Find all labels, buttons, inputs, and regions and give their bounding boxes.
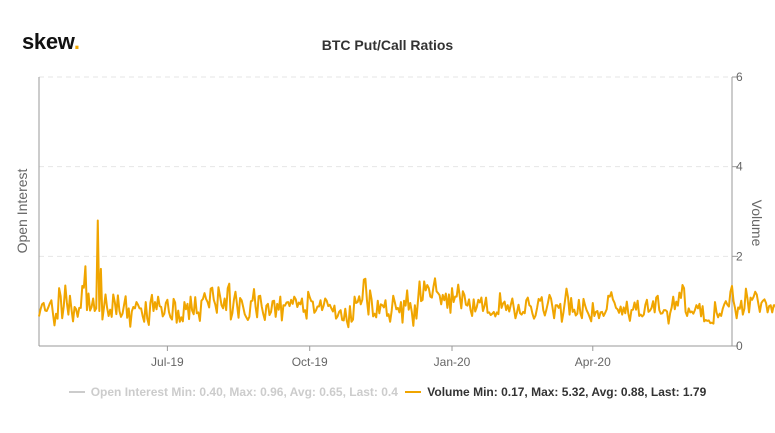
- x-tick-label: Oct-19: [292, 355, 328, 369]
- skew-logo[interactable]: skew.: [22, 29, 80, 55]
- y-tick-label: 4: [736, 160, 743, 174]
- legend-item-open-interest[interactable]: Open Interest Min: 0.40, Max: 0.96, Avg:…: [68, 385, 398, 399]
- series-layer: [38, 219, 775, 329]
- y-axis-left-title: Open Interest: [14, 168, 30, 253]
- legend-stats-open-interest: Min: 0.40, Max: 0.96, Avg: 0.65, Last: 0…: [171, 385, 398, 399]
- y-tick-label: 6: [736, 70, 743, 84]
- legend-label-volume: Volume: [427, 385, 470, 399]
- legend: Open Interest Min: 0.40, Max: 0.96, Avg:…: [0, 382, 775, 399]
- logo-dot: .: [73, 29, 80, 54]
- series-line-volume: [38, 219, 775, 329]
- x-tick-label: Jul-19: [151, 355, 184, 369]
- y-axis-right-title: Volume: [749, 200, 765, 247]
- x-tick-label: Apr-20: [575, 355, 611, 369]
- y-tick-label: 2: [736, 249, 743, 263]
- legend-swatch-volume: [405, 391, 422, 393]
- y-tick-label: 0: [736, 339, 743, 353]
- legend-stats-volume: Min: 0.17, Max: 5.32, Avg: 0.88, Last: 1…: [473, 385, 707, 399]
- logo-text: skew: [22, 29, 74, 54]
- grid-lines: [39, 76, 732, 257]
- legend-label-open-interest: Open Interest: [90, 385, 169, 399]
- x-tick-label: Jan-20: [434, 355, 471, 369]
- legend-item-volume[interactable]: Volume Min: 0.17, Max: 5.32, Avg: 0.88, …: [405, 385, 706, 399]
- chart-title: BTC Put/Call Ratios: [321, 37, 454, 53]
- axes: 0 2 4 6 Jul-19 Oct-19 Jan-20 Apr-20: [38, 70, 743, 369]
- legend-swatch-open-interest: [68, 391, 85, 393]
